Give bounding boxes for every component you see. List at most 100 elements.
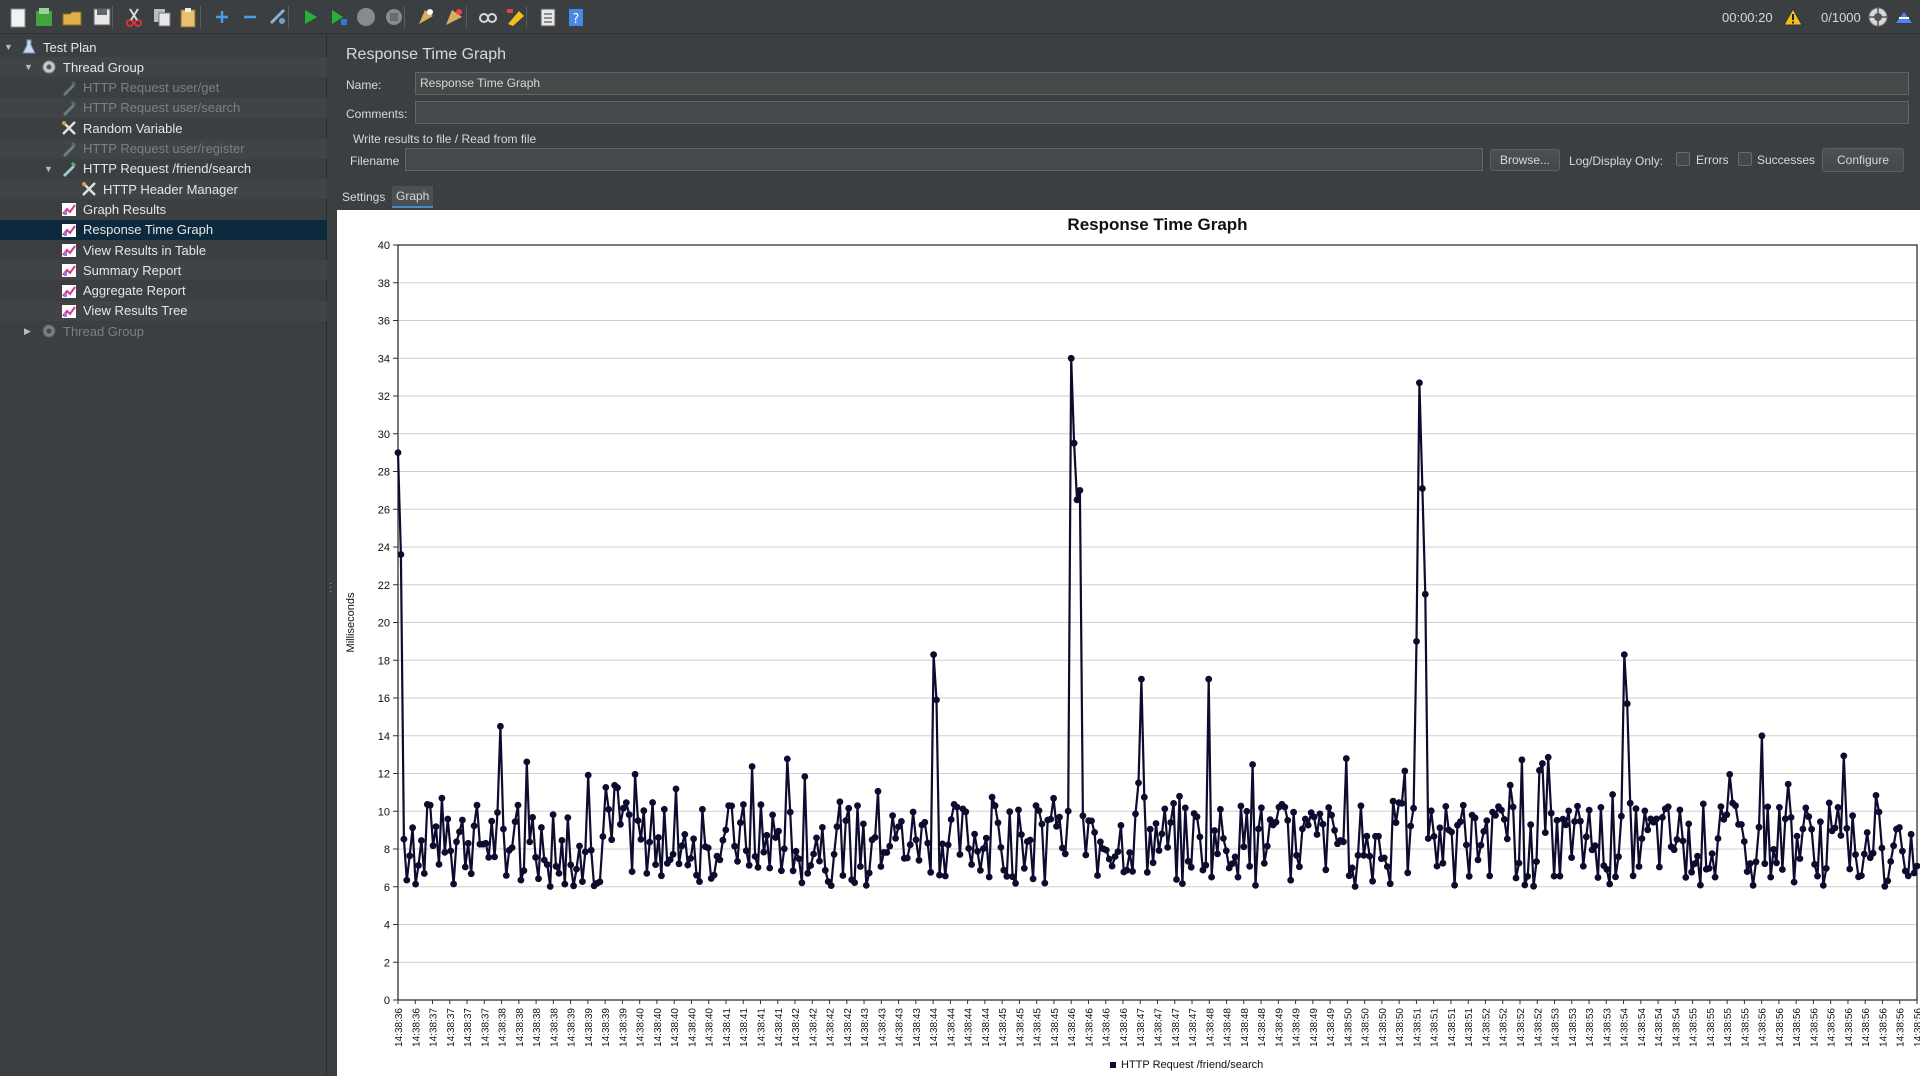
successes-checkbox[interactable] [1738, 152, 1752, 166]
toggle-icon[interactable] [266, 5, 290, 29]
data-point [1205, 675, 1213, 683]
x-tick-label: 14:38:37 [463, 1008, 474, 1047]
data-point [941, 872, 949, 880]
data-point [1047, 815, 1055, 823]
tab-settings[interactable]: Settings [342, 190, 386, 204]
data-point [684, 861, 692, 869]
paste-icon[interactable] [176, 5, 200, 29]
x-tick-label: 14:38:56 [1896, 1008, 1907, 1047]
data-point [1641, 807, 1649, 815]
data-point [605, 806, 613, 813]
data-point [1846, 865, 1854, 873]
start-no-pause-icon[interactable] [326, 5, 350, 29]
data-point [982, 834, 990, 842]
data-point [1773, 859, 1780, 867]
data-point [1331, 826, 1338, 834]
data-point [1831, 824, 1839, 832]
filename-field[interactable] [405, 148, 1483, 171]
tree-item-view-results-in-table[interactable]: View Results in Table [0, 240, 327, 260]
name-field[interactable]: Response Time Graph [415, 72, 1909, 95]
tree-item-view-results-tree[interactable]: View Results Tree [0, 300, 327, 321]
shutdown-icon[interactable] [382, 5, 406, 29]
data-point [1366, 852, 1374, 860]
data-point [1550, 872, 1558, 880]
comments-field[interactable] [415, 101, 1909, 124]
tree-item-graph-results[interactable]: Graph Results [0, 199, 327, 219]
templates-icon[interactable] [32, 5, 56, 29]
clear-all-icon[interactable] [442, 5, 466, 29]
errors-checkbox[interactable] [1676, 152, 1690, 166]
tree-item-label: Thread Group [63, 323, 144, 339]
tree-item-http-request-user-search[interactable]: HTTP Request user/search [0, 97, 327, 118]
tree-item-http-request-friend-search[interactable]: ▼ HTTP Request /friend/search [0, 159, 327, 179]
data-point [1220, 835, 1227, 842]
cut-icon[interactable] [122, 5, 146, 29]
browse-button[interactable]: Browse... [1490, 149, 1560, 171]
y-tick-label: 24 [378, 542, 390, 554]
remote-start-all-icon[interactable] [1867, 6, 1889, 28]
data-point [614, 784, 621, 792]
data-point [740, 801, 747, 808]
copy-icon[interactable] [150, 5, 174, 29]
data-point [1401, 767, 1409, 775]
data-point [1301, 815, 1309, 823]
data-point [930, 651, 937, 658]
data-point [1319, 820, 1327, 828]
data-point [933, 696, 940, 704]
save-icon[interactable] [90, 5, 114, 29]
open-icon[interactable] [60, 5, 84, 29]
tab-graph[interactable]: Graph [392, 186, 434, 208]
data-point [432, 823, 440, 830]
data-point [1837, 832, 1845, 839]
clear-icon[interactable] [414, 5, 438, 29]
tree-item-http-header-manager[interactable]: HTTP Header Manager [0, 179, 327, 200]
data-point [1386, 880, 1394, 888]
data-point [1579, 862, 1587, 870]
tree-item-http-request-user-get[interactable]: HTTP Request user/get [0, 78, 327, 98]
data-point [1419, 485, 1426, 492]
help-icon[interactable]: ? [564, 5, 588, 29]
tree-item-test-plan[interactable]: ▼ Test Plan [0, 37, 327, 57]
expand-icon[interactable] [210, 5, 234, 29]
tree-item-label: View Results in Table [83, 242, 207, 258]
tree-item-random-variable[interactable]: Random Variable [0, 118, 327, 138]
function-helper-icon[interactable] [536, 5, 560, 29]
data-point [1825, 799, 1833, 807]
data-point [1140, 793, 1148, 801]
gear-icon [40, 322, 58, 340]
data-point [1840, 752, 1848, 760]
tree-item-response-time-graph[interactable]: Response Time Graph [0, 219, 327, 240]
data-point [1389, 797, 1397, 805]
collapse-arrow-icon[interactable]: ▼ [4, 42, 13, 52]
data-point [1480, 828, 1488, 835]
stop-icon[interactable] [354, 5, 378, 29]
data-point [792, 847, 800, 855]
tree-item-thread-group[interactable]: ▶ Thread Group [0, 321, 327, 341]
tree-item-http-request-user-register[interactable]: HTTP Request user/register [0, 138, 327, 159]
warning-icon[interactable] [1783, 7, 1803, 27]
collapse-arrow-icon[interactable]: ▼ [44, 163, 53, 174]
new-icon[interactable] [6, 5, 30, 29]
expand-arrow-icon[interactable]: ▶ [24, 326, 31, 337]
remote-stop-icon[interactable] [1893, 6, 1915, 28]
data-point [836, 798, 844, 806]
search-icon[interactable] [476, 5, 500, 29]
data-point [1811, 860, 1818, 868]
collapse-icon[interactable] [238, 5, 262, 29]
x-tick-label: 14:38:45 [1033, 1008, 1044, 1047]
data-point [491, 853, 498, 861]
successes-label: Successes [1757, 153, 1816, 167]
tree-item-thread-group[interactable]: ▼ Thread Group [0, 57, 327, 78]
data-point [535, 875, 542, 883]
splitter[interactable]: · · · [327, 34, 336, 1076]
tree-item-summary-report[interactable]: Summary Report [0, 260, 327, 281]
data-point [1228, 860, 1236, 868]
data-point [716, 856, 724, 864]
reset-search-icon[interactable] [504, 5, 528, 29]
data-point [780, 845, 788, 853]
start-icon[interactable] [298, 5, 322, 29]
collapse-arrow-icon[interactable]: ▼ [24, 62, 33, 73]
tree-item-aggregate-report[interactable]: Aggregate Report [0, 281, 327, 301]
data-point [415, 862, 422, 869]
configure-button[interactable]: Configure [1822, 148, 1904, 172]
